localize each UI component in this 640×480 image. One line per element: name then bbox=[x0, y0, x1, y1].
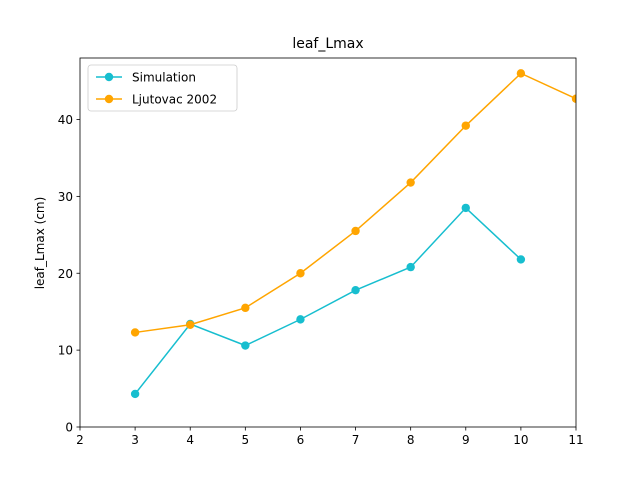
data-point bbox=[516, 69, 526, 78]
data-point bbox=[351, 226, 360, 236]
x-tick-label: 8 bbox=[407, 433, 415, 447]
data-point bbox=[571, 94, 576, 103]
chart-title: leaf_Lmax bbox=[292, 36, 363, 52]
axes-layer: 2 3 4 5 6 7 8 9 10 11 0 10 20 30 40 bbox=[58, 57, 584, 447]
x-tick-label: 5 bbox=[242, 433, 250, 447]
series-layer bbox=[130, 69, 576, 399]
x-tick-label: 4 bbox=[186, 433, 194, 447]
x-tick-label: 6 bbox=[297, 433, 305, 447]
data-point bbox=[130, 328, 140, 337]
legend-marker bbox=[104, 94, 114, 104]
data-point bbox=[241, 341, 250, 350]
data-point bbox=[516, 255, 526, 264]
x-tick-label: 9 bbox=[462, 433, 470, 447]
data-point bbox=[296, 315, 305, 324]
y-tick-label: 40 bbox=[58, 113, 73, 127]
legend-marker bbox=[104, 72, 114, 82]
series-line-0 bbox=[134, 206, 522, 395]
legend: Simulation Ljutovac 2002 bbox=[87, 64, 238, 112]
data-point bbox=[351, 285, 360, 295]
x-tick-label: 7 bbox=[352, 433, 360, 447]
plot-background bbox=[80, 58, 576, 427]
legend-label: Ljutovac 2002 bbox=[132, 93, 217, 107]
x-tick-label: 10 bbox=[513, 433, 528, 447]
y-tick-label: 30 bbox=[58, 190, 73, 204]
data-point bbox=[461, 121, 470, 130]
y-tick-label: 20 bbox=[58, 267, 73, 281]
x-tick-label: 2 bbox=[76, 433, 84, 447]
data-point bbox=[406, 262, 415, 272]
legend-label: Simulation bbox=[132, 71, 196, 85]
data-point bbox=[186, 320, 195, 329]
y-axis-label: leaf_Lmax (cm) bbox=[33, 197, 47, 290]
data-point bbox=[130, 389, 140, 399]
data-point bbox=[406, 178, 415, 187]
plot-area bbox=[80, 58, 576, 427]
data-point bbox=[296, 269, 305, 278]
data-point bbox=[461, 203, 470, 213]
x-tick-label: 3 bbox=[131, 433, 139, 447]
legend-box bbox=[87, 64, 238, 112]
axes-frame bbox=[79, 57, 577, 428]
y-tick-label: 0 bbox=[65, 421, 73, 435]
y-tick-label: 10 bbox=[58, 344, 73, 358]
x-tick-label: 11 bbox=[568, 433, 583, 447]
data-point bbox=[241, 303, 250, 313]
